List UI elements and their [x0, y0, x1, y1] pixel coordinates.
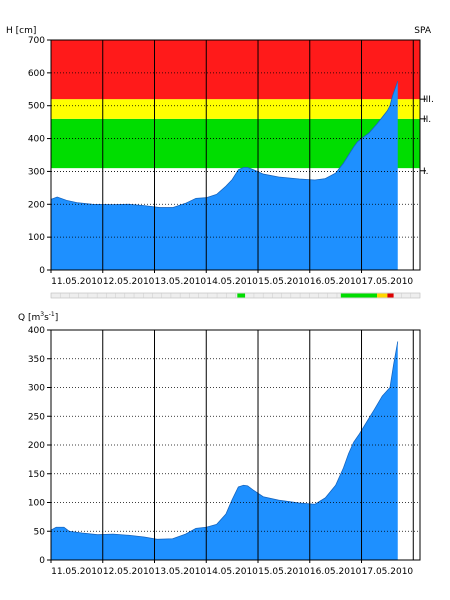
x-tick-label: 17.05.2010	[362, 567, 414, 577]
water-level-series	[50, 80, 399, 270]
y-tick-label: 300	[28, 384, 45, 394]
y-tick-label: 0	[39, 556, 45, 566]
flood-status-strip	[50, 292, 421, 299]
x-tick-label: 15.05.2010	[258, 277, 310, 287]
y-tick-label: 200	[28, 200, 45, 210]
y-tick-label: 50	[34, 527, 46, 537]
plot-frame	[50, 39, 421, 271]
level-band-2	[51, 99, 420, 119]
strip-status-segment	[377, 293, 388, 298]
x-tick-label: 11.05.2010	[51, 277, 103, 287]
y-tick-label: 700	[28, 36, 45, 46]
y-axis-label-q: Q [m3s-1]	[18, 311, 58, 323]
strip-status-segment	[340, 293, 378, 298]
x-tick-label: 16.05.2010	[310, 567, 362, 577]
x-tick-label: 14.05.2010	[206, 567, 258, 577]
series-area-1	[51, 341, 398, 560]
y-tick-label: 500	[28, 102, 45, 112]
x-tick-label: 13.05.2010	[155, 567, 207, 577]
y-tick-label: 600	[28, 69, 45, 79]
y-tick-label: 100	[28, 233, 45, 243]
threshold-label: II.	[423, 115, 431, 125]
y-tick-label: 100	[28, 499, 45, 509]
level-band-3	[51, 40, 420, 100]
water-level-chart: 0 100 200 300 400 500 600 700 11.05.2010 12.05.20…	[6, 26, 434, 287]
x-tick-label: 14.05.2010	[206, 277, 258, 287]
grid-lines	[51, 330, 420, 560]
strip-status-segment	[237, 293, 246, 298]
y-tick-label: 250	[28, 412, 45, 422]
threshold-label: III.	[423, 95, 434, 105]
x-tick-label: 12.05.2010	[103, 567, 155, 577]
axes: 0 100 200 300 400 500 600 700 11.05.2010 12.05.20…	[28, 36, 421, 287]
threshold-label: I.	[423, 167, 429, 177]
x-tick-label: 16.05.2010	[310, 277, 362, 287]
series-line-1	[50, 341, 399, 540]
y-tick-label: 400	[28, 135, 45, 145]
strip-status-segment	[387, 293, 394, 298]
y-tick-label: 300	[28, 167, 45, 177]
y-tick-label: 200	[28, 441, 45, 451]
x-tick-label: 17.05.2010	[362, 277, 414, 287]
y-tick-label: 350	[28, 355, 45, 365]
x-tick-label: 12.05.2010	[103, 277, 155, 287]
y-axis-label-h: H [cm]	[6, 26, 36, 36]
discharge-series	[50, 341, 399, 560]
y-tick-label: 0	[39, 266, 45, 276]
station-label: SPA	[414, 26, 432, 36]
grid-lines	[51, 40, 420, 270]
series-area-1	[51, 81, 398, 270]
y-tick-label: 400	[28, 326, 45, 336]
x-tick-label: 15.05.2010	[258, 567, 310, 577]
x-tick-label: 13.05.2010	[155, 277, 207, 287]
y-tick-label: 150	[28, 470, 45, 480]
axes: 0 50 100 150 200 250 300 350 400 11.05.2010 12.05.…	[28, 326, 421, 577]
discharge-chart: 0 50 100 150 200 250 300 350 400 11.05.2010 12.05.…	[18, 311, 421, 577]
threshold-labels: I. II. III.	[420, 95, 434, 177]
x-tick-label: 11.05.2010	[51, 567, 103, 577]
series-line-1	[50, 80, 399, 208]
